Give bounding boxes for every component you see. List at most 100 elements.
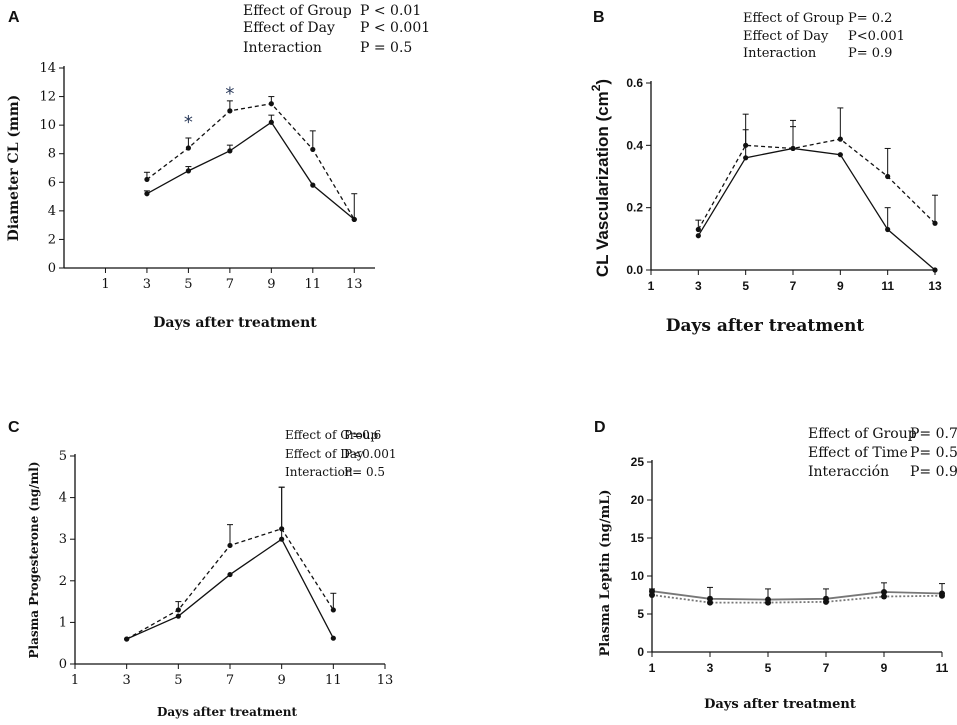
stat-value: P= 0.5: [344, 465, 385, 479]
data-point: [279, 536, 285, 542]
x-tick-label: 1: [648, 279, 655, 293]
y-tick-label: 0.4: [626, 138, 643, 152]
data-point: [939, 592, 945, 599]
series-line-dotted: [651, 594, 943, 604]
panel-letter: D: [594, 419, 606, 436]
y-tick-label: 5: [59, 449, 67, 464]
x-tick-label: 13: [377, 673, 394, 688]
stat-label: Effect of Day: [285, 447, 364, 461]
stat-label: Interaction: [243, 40, 322, 56]
y-tick-label: 10: [39, 118, 56, 133]
data-point: [823, 598, 829, 605]
x-tick-label: 3: [707, 661, 714, 675]
series-line-solid: [126, 538, 334, 640]
y-tick-label: 12: [39, 90, 56, 105]
x-tick-label: 7: [226, 277, 234, 292]
y-tick-label: 14: [39, 61, 56, 76]
x-axis-title: Days after treatment: [704, 697, 856, 712]
y-axis-title: Plasma Progesterone (ng/ml): [27, 461, 41, 658]
data-point: [330, 635, 336, 641]
stat-label: Effect of Day: [243, 20, 335, 36]
y-tick-label: 0: [59, 657, 67, 672]
data-point: [881, 588, 887, 595]
x-tick-label: 11: [325, 673, 342, 688]
y-tick-label: 15: [631, 531, 645, 545]
x-tick-label: 1: [649, 661, 656, 675]
data-point: [268, 119, 274, 125]
x-axis-title: Days after treatment: [157, 705, 298, 719]
stat-value: P= 0.9: [848, 46, 892, 61]
x-axis-title: Days after treatment: [666, 316, 865, 336]
data-point: [837, 136, 843, 142]
stat-value: P= 0.2: [848, 11, 892, 26]
data-point: [743, 142, 749, 148]
panel-d: D 0 5 10 15 20 25 1 3 5 7 9 11 Days after treatment Pl…: [594, 419, 957, 712]
y-tick-label: 4: [48, 204, 56, 219]
x-tick-label: 9: [267, 277, 275, 292]
y-tick-label: 8: [48, 147, 56, 162]
data-point: [175, 607, 181, 613]
data-point: [310, 146, 316, 153]
x-tick-label: 5: [174, 673, 182, 688]
y-tick-label: 6: [48, 175, 56, 190]
data-point: [790, 145, 796, 152]
x-tick-label: 13: [346, 277, 363, 292]
x-tick-label: 3: [143, 277, 151, 292]
data-point: [227, 542, 233, 549]
data-point: [351, 216, 357, 223]
stat-value: P= 0.5: [910, 445, 957, 461]
data-point: [695, 226, 701, 233]
data-point: [185, 145, 191, 151]
x-tick-label: 7: [226, 673, 234, 688]
x-tick-label: 3: [123, 673, 131, 688]
panel-letter: C: [8, 419, 20, 436]
series-line-dashed: [146, 103, 355, 220]
data-point: [932, 220, 938, 226]
stat-label: Effect of Time: [808, 445, 908, 461]
y-tick-label: 25: [631, 455, 645, 469]
stat-value: P=0.6: [344, 428, 381, 442]
data-point: [765, 599, 771, 606]
stat-value: P= 0.7: [910, 426, 957, 442]
y-axis-title-end: ): [593, 79, 612, 85]
x-tick-label: 13: [928, 279, 942, 293]
stat-value: P < 0.001: [360, 20, 430, 36]
x-tick-label: 11: [305, 277, 322, 292]
x-axis-title: Days after treatment: [153, 315, 317, 331]
y-axis-title: CL Vascularization (cm2): [589, 79, 612, 277]
data-point: [695, 233, 701, 239]
significance-marker: *: [184, 112, 193, 133]
y-tick-label: 10: [631, 569, 645, 583]
y-tick-label: 3: [59, 532, 67, 547]
y-tick-label: 5: [637, 607, 644, 621]
series-line-solid: [651, 590, 943, 601]
data-point: [227, 148, 233, 154]
series-line-solid: [697, 147, 936, 271]
data-point: [310, 182, 316, 188]
y-tick-label: 0.6: [626, 76, 643, 90]
x-tick-label: 5: [742, 279, 749, 293]
panel-letter: B: [593, 9, 605, 26]
stat-value: P= 0.9: [910, 464, 957, 480]
x-tick-label: 9: [881, 661, 888, 675]
x-tick-label: 9: [837, 279, 844, 293]
x-tick-label: 1: [101, 277, 109, 292]
stat-label: Interaction: [285, 465, 353, 479]
y-tick-label: 1: [59, 615, 67, 630]
stat-label: Interacción: [808, 464, 889, 480]
data-point: [885, 226, 891, 233]
stat-label: Interaction: [743, 46, 817, 61]
stat-label: Effect of Group: [285, 428, 379, 442]
x-tick-label: 5: [765, 661, 772, 675]
x-tick-label: 1: [71, 673, 79, 688]
stat-value: P = 0.5: [360, 40, 412, 56]
y-tick-label: 2: [48, 232, 56, 247]
stat-label: Effect of Group: [808, 426, 917, 442]
stat-value: P<0.001: [344, 447, 396, 461]
stat-value: P<0.001: [848, 29, 905, 44]
significance-marker: *: [225, 83, 234, 104]
y-axis-title-superscript: 2: [589, 84, 603, 91]
